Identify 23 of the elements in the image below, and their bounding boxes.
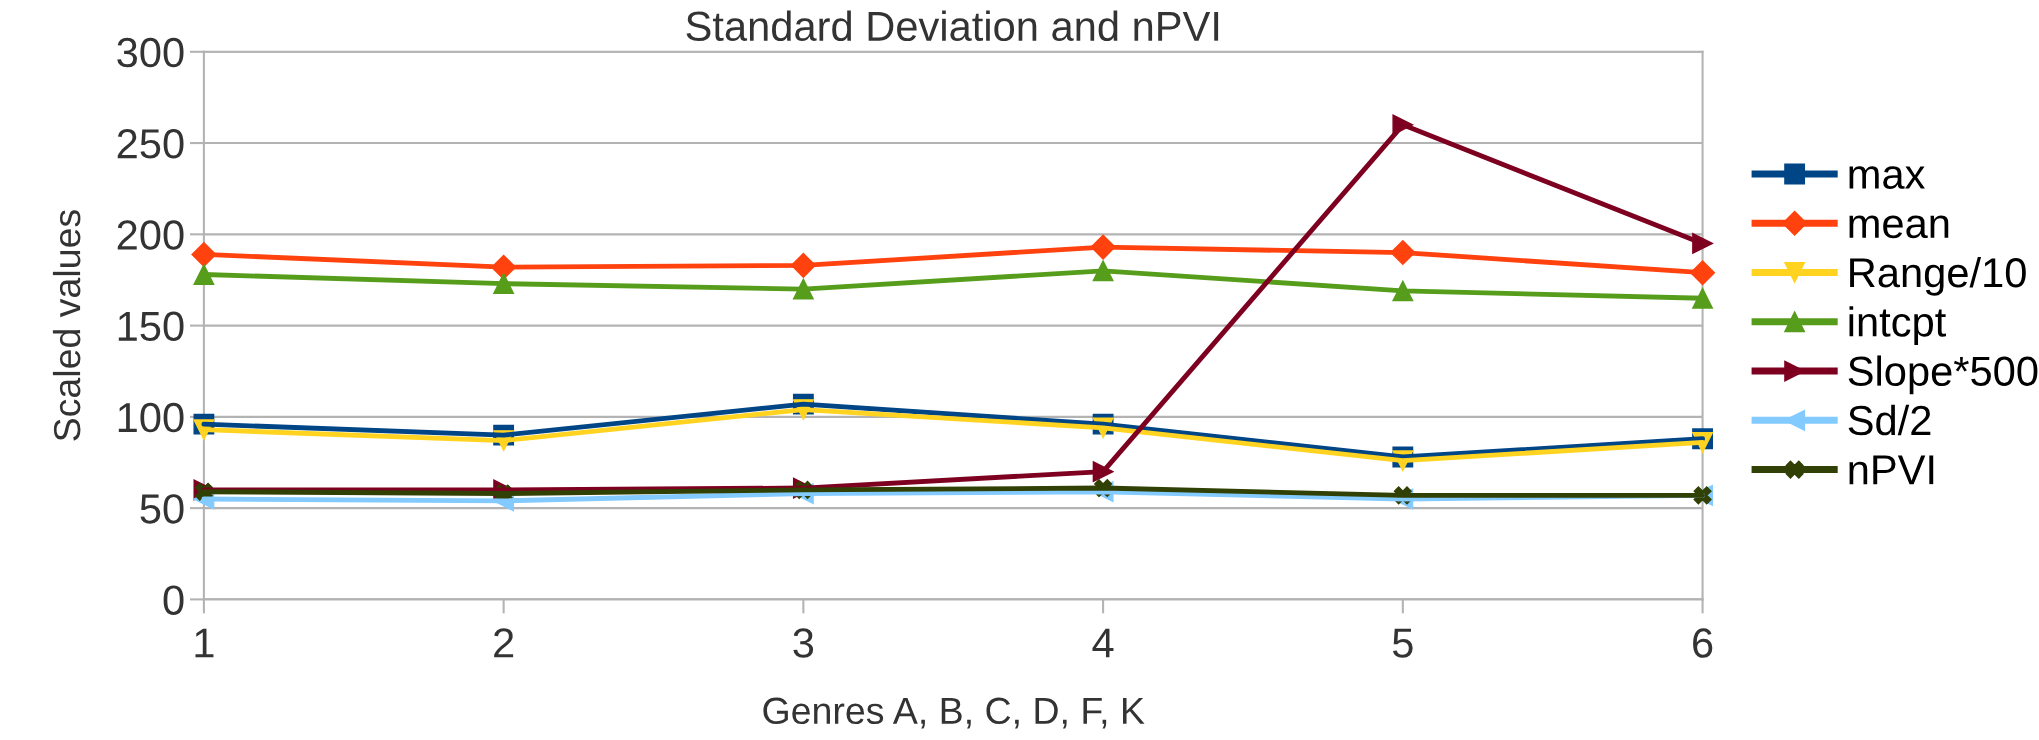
y-tick-label: 0 bbox=[163, 585, 184, 615]
y-axis-title: Scaled values bbox=[52, 210, 81, 441]
x-tick-label: 6 bbox=[1693, 628, 1713, 658]
legend-label: intcpt bbox=[1849, 306, 1946, 346]
x-tick-label: 1 bbox=[195, 628, 214, 658]
y-tick-label: 250 bbox=[117, 129, 184, 159]
y-tick-label: 200 bbox=[117, 220, 184, 250]
legend-label: mean bbox=[1849, 215, 1949, 239]
x-axis-title: Genres A, B, C, D, F, K bbox=[763, 697, 1145, 729]
x-tick-label: 4 bbox=[1092, 628, 1114, 658]
y-tick-label: 150 bbox=[118, 311, 184, 342]
x-tick-label: 5 bbox=[1392, 628, 1413, 658]
legend-label: Range/10 bbox=[1850, 256, 2026, 296]
legend-label: max bbox=[1849, 166, 1925, 190]
x-tick-label: 3 bbox=[793, 628, 814, 658]
y-tick-label: 100 bbox=[118, 402, 184, 433]
legend-label: Sd/2 bbox=[1848, 404, 1931, 436]
y-tick-label: 50 bbox=[140, 494, 184, 524]
legend-label: nPVI bbox=[1849, 455, 1934, 485]
y-tick-label: 300 bbox=[117, 37, 184, 68]
legend-label: Slope*500 bbox=[1848, 355, 2038, 395]
chart-title: Standard Deviation and nPVI bbox=[686, 10, 1219, 42]
x-tick-label: 2 bbox=[494, 628, 514, 658]
